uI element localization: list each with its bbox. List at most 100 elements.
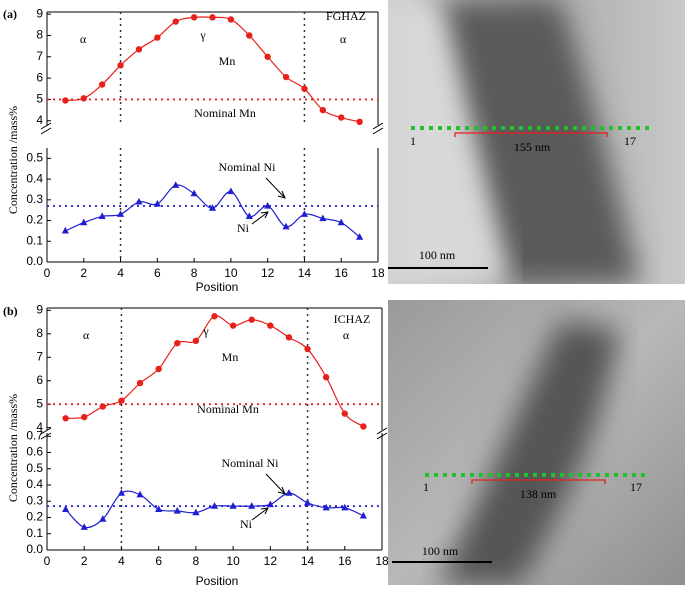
x-tick-label: 4 xyxy=(118,554,125,568)
y-tick-label: 0.4 xyxy=(26,171,43,185)
scan-start: 1 xyxy=(410,134,416,148)
x-tick-label: 16 xyxy=(338,554,352,568)
annotation: Ni xyxy=(237,221,250,235)
data-point xyxy=(264,202,272,209)
data-point xyxy=(80,523,88,530)
x-axis-label: Position xyxy=(196,280,239,294)
scale-label: 100 nm xyxy=(422,544,459,558)
annotation: α xyxy=(83,328,90,342)
annotation: α xyxy=(80,32,87,46)
data-point xyxy=(210,502,219,509)
annotation: γ xyxy=(202,324,209,338)
data-point xyxy=(211,313,218,320)
x-tick-label: 2 xyxy=(80,266,87,280)
y-tick-label: 0.0 xyxy=(26,254,43,268)
y-tick-label: 6 xyxy=(36,373,43,387)
data-point xyxy=(322,374,330,381)
panel-label: (b) xyxy=(3,304,18,318)
data-point xyxy=(192,337,200,345)
data-point xyxy=(300,210,309,217)
y-tick-label: 0.4 xyxy=(26,477,43,491)
data-point xyxy=(266,500,274,508)
data-point xyxy=(285,489,293,496)
annotation: Nominal Ni xyxy=(222,456,280,470)
condition-label: FGHAZ xyxy=(326,9,366,23)
x-tick-label: 6 xyxy=(154,266,161,280)
length-label: 138 nm xyxy=(520,487,557,501)
data-point xyxy=(356,233,364,240)
x-tick-label: 8 xyxy=(191,266,198,280)
data-point xyxy=(190,189,198,197)
data-point xyxy=(209,14,216,21)
y-tick-label: 5 xyxy=(36,92,43,106)
data-point xyxy=(80,218,88,226)
data-point xyxy=(190,14,198,21)
data-point xyxy=(301,85,308,92)
data-point xyxy=(135,197,143,205)
data-point xyxy=(264,53,271,60)
x-tick-label: 10 xyxy=(224,266,238,280)
data-point xyxy=(359,511,367,519)
y-tick-label: 0.5 xyxy=(26,461,43,475)
data-point xyxy=(62,505,70,512)
x-tick-label: 10 xyxy=(226,554,240,568)
y-tick-label: 0.3 xyxy=(26,192,43,206)
y-axis-label: Concentration /mass% xyxy=(6,394,20,502)
y-tick-label: 6 xyxy=(36,70,43,84)
annotation: α xyxy=(340,32,347,46)
scan-end: 17 xyxy=(630,480,642,494)
data-point xyxy=(248,316,255,323)
annotation: γ xyxy=(199,28,206,42)
y-tick-label: 9 xyxy=(36,303,43,317)
x-tick-label: 6 xyxy=(155,554,162,568)
data-point xyxy=(304,345,311,353)
y-tick-label: 0.6 xyxy=(26,445,43,459)
x-tick-label: 18 xyxy=(375,554,389,568)
y-tick-label: 0.0 xyxy=(26,542,43,556)
data-point xyxy=(62,415,69,422)
data-point xyxy=(155,365,162,373)
data-point xyxy=(248,502,256,509)
data-point xyxy=(172,181,180,188)
data-point xyxy=(173,507,181,514)
data-point xyxy=(319,106,327,114)
data-point xyxy=(303,498,312,506)
data-point xyxy=(172,18,179,25)
annotation: Nominal Ni xyxy=(219,160,277,174)
data-point xyxy=(267,322,274,329)
y-tick-label: 5 xyxy=(36,396,43,410)
y-axis-label: Concentration /mass% xyxy=(6,106,20,214)
data-point xyxy=(98,81,106,88)
data-point xyxy=(341,410,348,417)
data-point xyxy=(282,222,290,230)
data-point xyxy=(155,505,163,512)
axis-break xyxy=(40,122,384,135)
y-tick-label: 0.2 xyxy=(26,213,43,227)
data-point xyxy=(208,204,217,211)
y-tick-label: 7 xyxy=(36,349,43,363)
data-point xyxy=(360,423,367,430)
scale-label: 100 nm xyxy=(419,248,456,262)
annotation: Ni xyxy=(240,517,253,531)
data-point xyxy=(80,95,87,102)
scan-start: 1 xyxy=(423,480,429,494)
data-point xyxy=(319,214,327,222)
data-point xyxy=(227,16,235,23)
x-tick-label: 0 xyxy=(44,554,51,568)
data-point xyxy=(229,322,237,329)
arrow xyxy=(265,177,286,199)
condition-label: ICHAZ xyxy=(334,312,371,326)
data-point xyxy=(61,226,69,234)
y-tick-label: 8 xyxy=(36,326,43,340)
data-point xyxy=(192,508,200,516)
y-tick-label: 0.1 xyxy=(26,233,43,247)
x-tick-label: 16 xyxy=(335,266,349,280)
tem-image-b xyxy=(388,300,685,585)
data-point xyxy=(62,97,69,104)
data-point xyxy=(338,114,345,121)
axis-break xyxy=(40,427,388,440)
y-tick-label: 4 xyxy=(36,420,43,434)
data-point xyxy=(322,503,330,511)
data-point xyxy=(135,46,143,53)
